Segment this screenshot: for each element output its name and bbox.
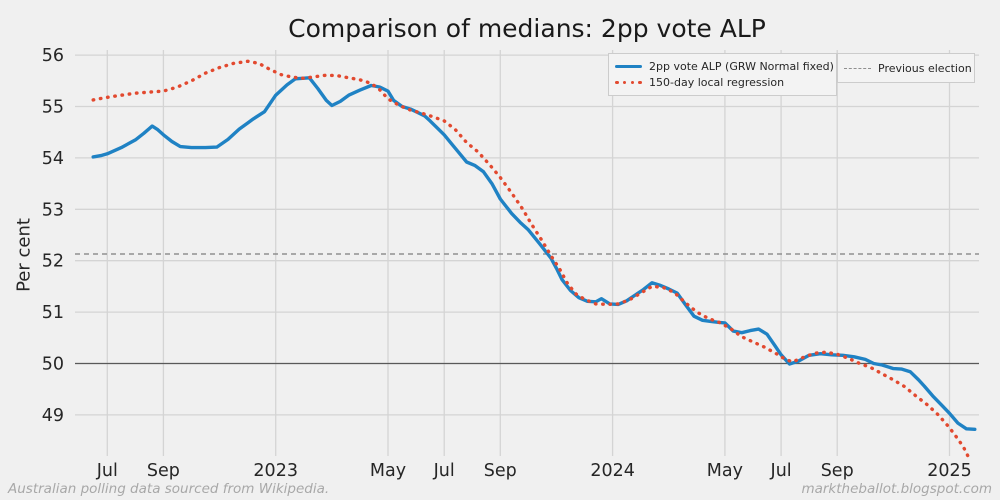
chart-title: Comparison of medians: 2pp vote ALP: [288, 14, 766, 43]
x-tick-label: 2024: [590, 461, 635, 481]
x-tick-label: 2023: [253, 461, 298, 481]
legend-item-alp: 2pp vote ALP (GRW Normal fixed): [615, 60, 834, 73]
legend-previous-election: Previous election: [837, 53, 975, 83]
y-tick-label: 51: [42, 303, 64, 323]
x-tick-label: Jul: [433, 461, 455, 481]
legend-item-previous-election: Previous election: [844, 62, 972, 75]
alp-line-swatch: [615, 64, 642, 69]
x-tick-label: Jul: [96, 461, 118, 481]
x-tick-label: Sep: [484, 461, 517, 481]
x-tick-label: 2025: [927, 461, 972, 481]
y-tick-label: 55: [42, 98, 64, 118]
legend-label-previous-election: Previous election: [878, 61, 972, 75]
x-tick-label: Jul: [770, 461, 792, 481]
y-tick-label: 49: [42, 406, 64, 426]
x-tick-label: Sep: [821, 461, 854, 481]
legend-label-alp: 2pp vote ALP (GRW Normal fixed): [649, 60, 834, 73]
x-tick-label: Sep: [147, 461, 180, 481]
legend-main: 2pp vote ALP (GRW Normal fixed) 150-day …: [608, 53, 837, 96]
y-tick-label: 56: [42, 46, 64, 66]
legend-label-regression: 150-day local regression: [649, 76, 785, 89]
y-tick-label: 54: [42, 149, 64, 169]
y-tick-label: 50: [42, 355, 64, 375]
y-tick-label: 53: [42, 200, 64, 220]
x-tick-label: May: [370, 461, 406, 481]
x-tick-label: May: [707, 461, 743, 481]
previous-election-line-swatch: [844, 67, 871, 69]
y-tick-label: 52: [42, 252, 64, 272]
site-credit: marktheballot.blogspot.com: [801, 481, 992, 497]
legend-item-regression: 150-day local regression: [615, 76, 830, 89]
source-note: Australian polling data sourced from Wik…: [8, 481, 330, 497]
regression-line-swatch: [615, 80, 642, 85]
